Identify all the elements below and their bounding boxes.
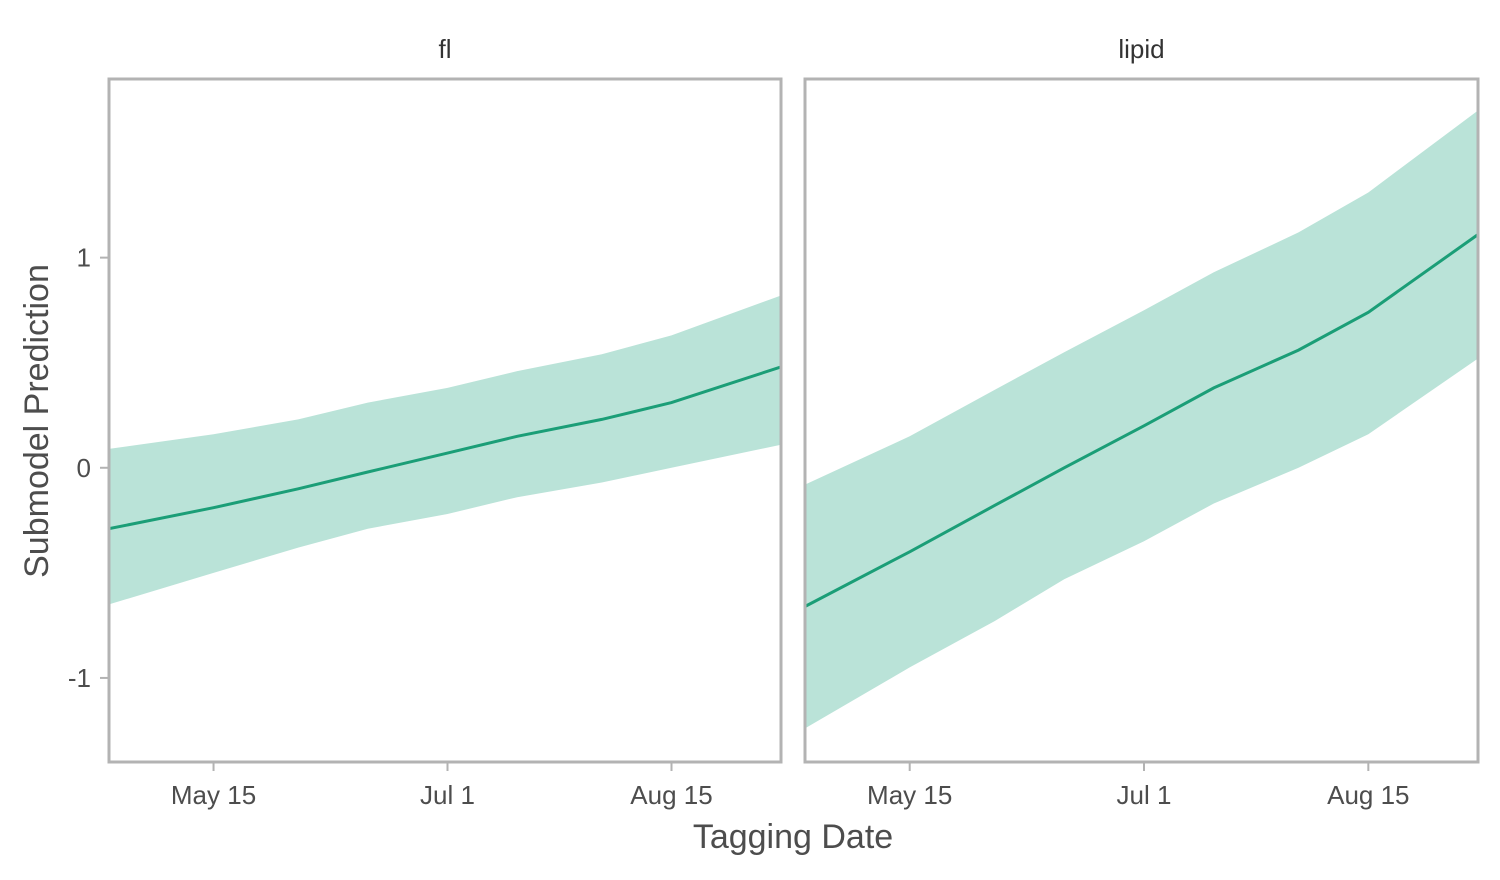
y-axis-title: Submodel Prediction	[18, 264, 56, 578]
x-tick-label: May 15	[171, 780, 256, 810]
strip-label-lipid: lipid	[1118, 34, 1164, 64]
x-tick-label: Jul 1	[1117, 780, 1172, 810]
y-tick-label: -1	[68, 663, 91, 693]
confidence-ribbon-fl	[109, 295, 781, 605]
x-tick-label: Jul 1	[420, 780, 475, 810]
x-tick-label: May 15	[867, 780, 952, 810]
fit-line-lipid	[805, 233, 1478, 608]
x-axis-title: Tagging Date	[693, 818, 893, 856]
confidence-ribbon-lipid	[805, 110, 1478, 729]
panel-border-fl	[107, 77, 783, 764]
x-tick-label: Aug 15	[1327, 780, 1409, 810]
x-tick-label: Aug 15	[630, 780, 712, 810]
strip-label-fl: fl	[439, 34, 452, 64]
panel-fl: fl May 15 Jul 1 Aug 15 -1 0 1	[68, 34, 783, 810]
fit-line-fl	[109, 365, 781, 531]
panel-border-lipid	[803, 77, 1480, 764]
panel-lipid: lipid May 15 Jul 1 Aug 15	[803, 34, 1480, 810]
y-tick-label: 0	[77, 453, 91, 483]
y-tick-label: 1	[77, 243, 91, 273]
